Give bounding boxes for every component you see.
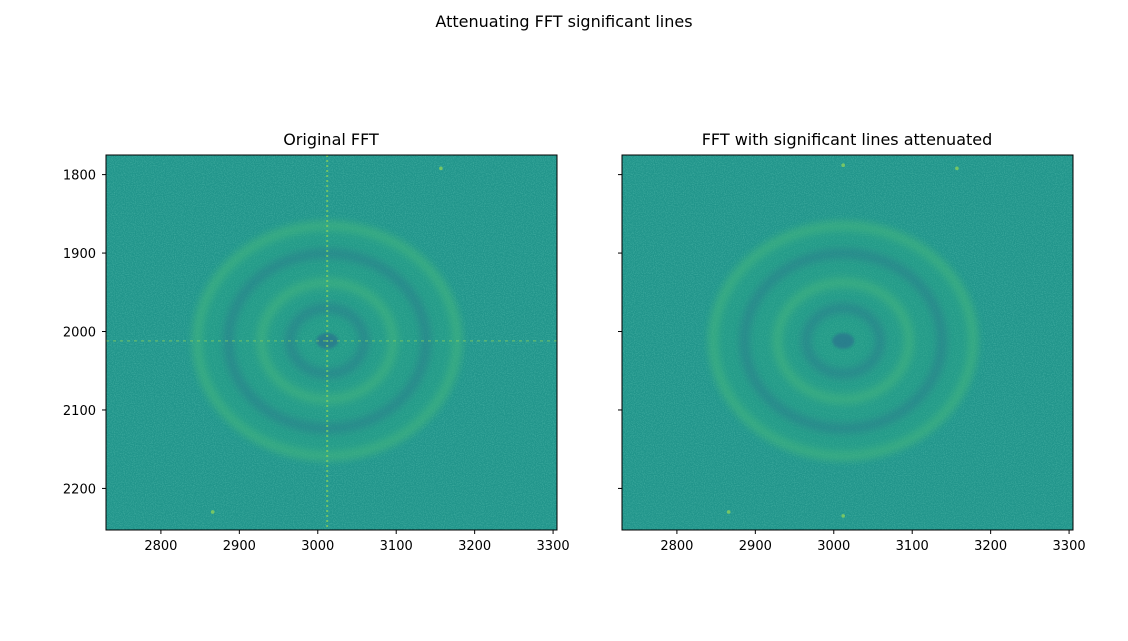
spot-1 xyxy=(955,166,959,171)
x-tick-label: 3200 xyxy=(974,539,1007,554)
ring-pattern xyxy=(708,221,978,461)
ring-3 xyxy=(739,248,947,433)
center-dip xyxy=(832,333,855,349)
spot-3 xyxy=(841,514,845,518)
spot-4 xyxy=(841,163,845,167)
y-tick-label: 2000 xyxy=(63,326,96,341)
x-tick-label: 3200 xyxy=(458,539,491,554)
panel-attenuated-fft: FFT with significant lines attenuated 28… xyxy=(618,130,1086,554)
ring-2 xyxy=(772,278,914,404)
x-tick-label: 2900 xyxy=(223,539,256,554)
spot-2 xyxy=(726,510,731,514)
panel-title-original: Original FFT xyxy=(283,130,379,149)
x-axis-ticks: 2800 2900 3000 3100 3200 3300 xyxy=(660,530,1086,554)
figure-suptitle: Attenuating FFT significant lines xyxy=(435,12,692,31)
x-axis-ticks: 2800 2900 3000 3100 3200 3300 xyxy=(144,530,570,554)
panel-title-attenuated: FFT with significant lines attenuated xyxy=(702,130,993,149)
axes-frame xyxy=(621,154,1074,531)
spot-1 xyxy=(439,166,443,171)
x-tick-label: 2800 xyxy=(144,539,177,554)
panel-original-fft: Original FFT 2800 2900 3000 3100 3200 3300 18… xyxy=(63,130,570,554)
y-tick-label: 2100 xyxy=(63,404,96,419)
x-tick-label: 3100 xyxy=(896,539,929,554)
ring-3 xyxy=(223,248,431,433)
bright-spots xyxy=(210,166,443,514)
y-axis-ticks: 1800 1900 2000 2100 2200 xyxy=(63,169,106,497)
axes-frame xyxy=(105,154,558,531)
spot-2 xyxy=(210,510,215,514)
bright-spots xyxy=(726,163,959,518)
x-tick-label: 2900 xyxy=(739,539,772,554)
bright-lines xyxy=(106,155,557,530)
x-tick-label: 3300 xyxy=(1053,539,1086,554)
ring-4 xyxy=(708,221,978,461)
x-tick-label: 3100 xyxy=(380,539,413,554)
x-tick-label: 3300 xyxy=(537,539,570,554)
x-tick-label: 2800 xyxy=(660,539,693,554)
heatmap-attenuated xyxy=(622,155,1073,530)
y-tick-label: 2200 xyxy=(63,482,96,497)
x-tick-label: 3000 xyxy=(817,539,850,554)
y-axis-ticks xyxy=(618,174,622,489)
y-tick-label: 1900 xyxy=(63,247,96,262)
heatmap-original xyxy=(106,155,557,530)
ring-1 xyxy=(801,303,885,379)
y-tick-label: 1800 xyxy=(63,169,96,184)
x-tick-label: 3000 xyxy=(301,539,334,554)
